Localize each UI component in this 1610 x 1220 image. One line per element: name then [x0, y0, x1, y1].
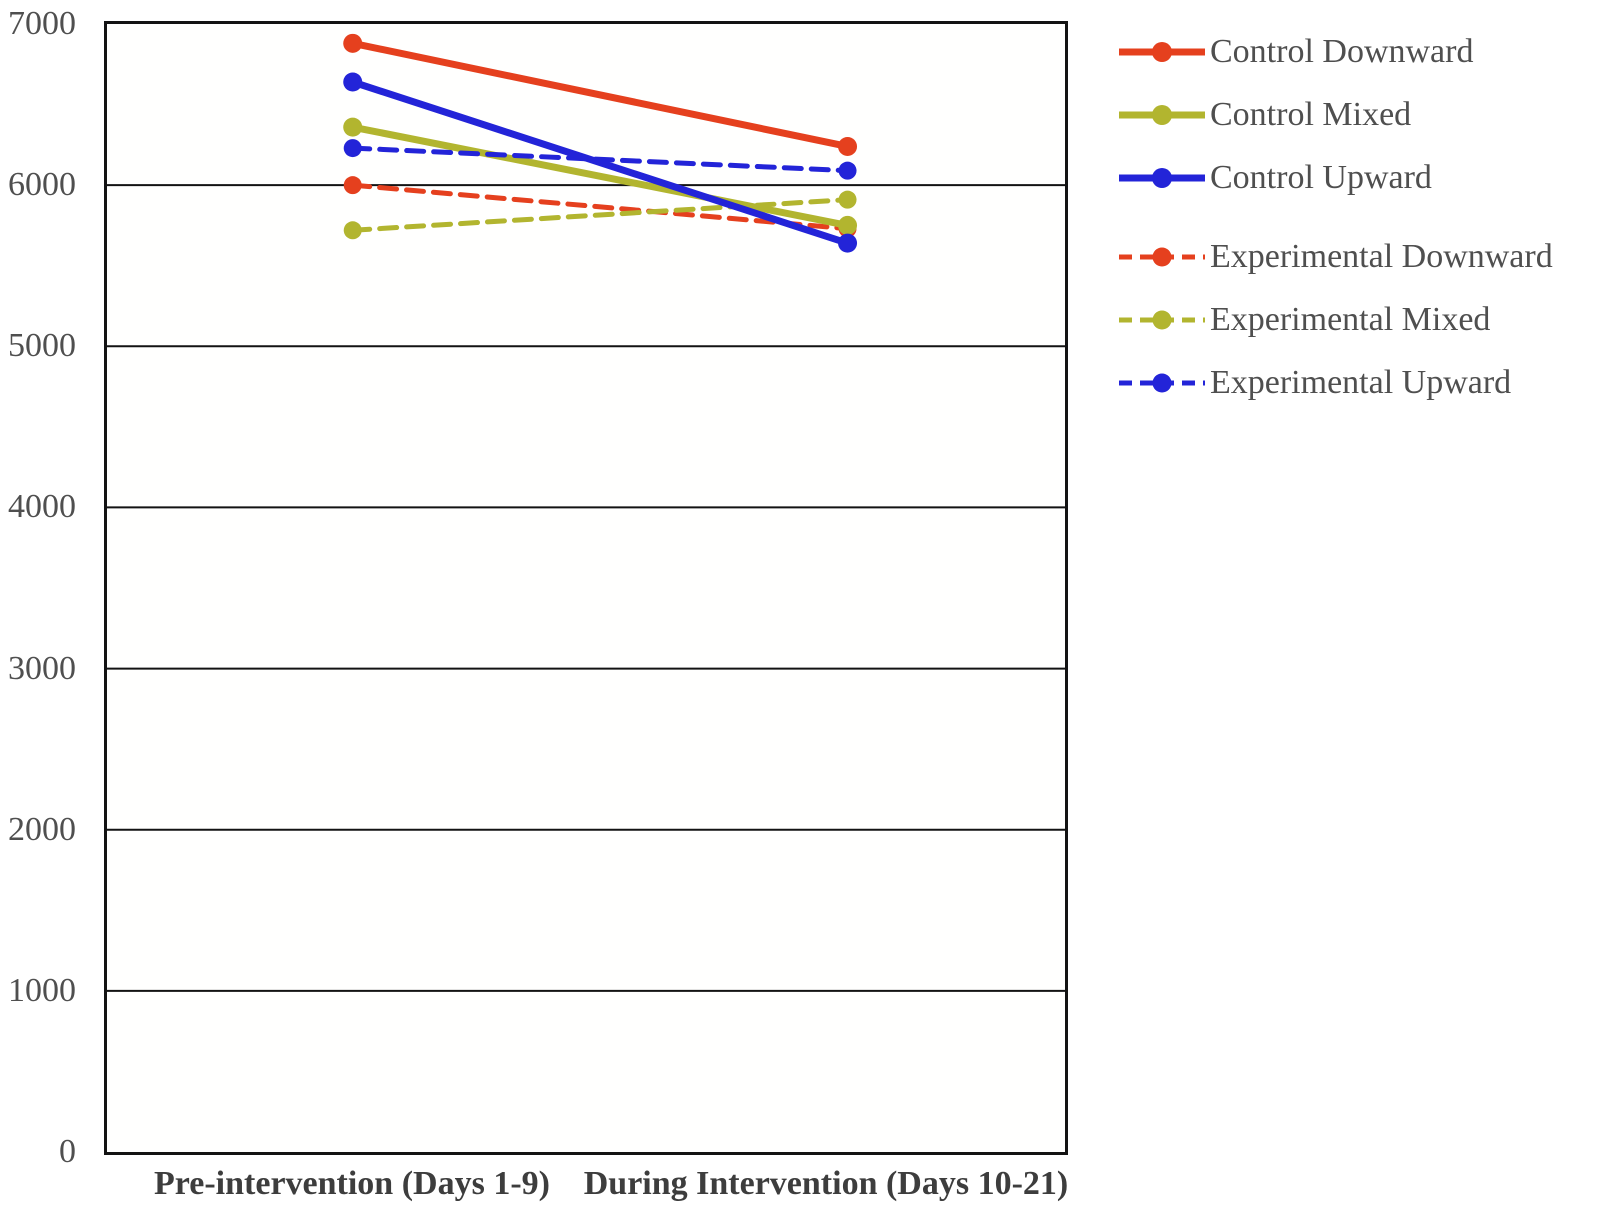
y-tick-label-0: 0 [59, 1133, 76, 1170]
y-tick-label-1000: 1000 [8, 971, 76, 1009]
data-point-control-downward [838, 136, 858, 156]
dashed-line-marker-icon [1119, 373, 1205, 392]
legend-label: Experimental Downward [1210, 237, 1553, 275]
y-tick-label-7000: 7000 [8, 5, 76, 42]
x-axis-label-during-intervention: During Intervention (Days 10-21) [583, 1165, 1069, 1202]
legend-label: Control Mixed [1210, 95, 1412, 133]
legend-item-experimental-downward: Experimental Downward [1117, 225, 1553, 288]
dashed-line-marker-icon [1119, 247, 1205, 266]
data-point-control-upward [838, 233, 858, 253]
data-point-experimental-mixed [343, 221, 362, 240]
series-line-control-mixed [349, 123, 852, 229]
legend-item-control-downward: Control Downward [1117, 20, 1553, 83]
y-axis: 0 1000 2000 3000 4000 5000 6000 7000 [0, 0, 76, 1220]
legend-label: Experimental Mixed [1210, 300, 1491, 338]
legend-label: Experimental Upward [1210, 363, 1512, 401]
legend-item-experimental-mixed: Experimental Mixed [1117, 288, 1553, 351]
data-point-control-mixed [838, 215, 858, 235]
legend: Control Downward Control Mixed Control Upw… [1117, 20, 1553, 414]
legend-item-control-mixed: Control Mixed [1117, 83, 1553, 146]
solid-line-marker-icon [1119, 41, 1205, 62]
series-line-control-downward [349, 39, 852, 150]
legend-item-control-upward: Control Upward [1117, 146, 1553, 209]
y-tick-label-5000: 5000 [8, 327, 76, 365]
dashed-line-marker-icon [1119, 310, 1205, 329]
data-point-experimental-upward [838, 161, 857, 180]
data-point-control-mixed [343, 117, 363, 137]
legend-label: Control Downward [1210, 32, 1474, 70]
plot-area [104, 21, 1068, 1155]
plot-canvas [107, 33, 1065, 992]
solid-line-marker-icon [1119, 104, 1205, 125]
series-line-experimental-downward [350, 182, 851, 232]
legend-item-experimental-upward: Experimental Upward [1117, 351, 1553, 414]
solid-line-marker-icon [1119, 167, 1205, 188]
data-point-control-downward [343, 33, 363, 53]
y-tick-label-3000: 3000 [8, 649, 76, 687]
data-point-experimental-mixed [838, 190, 857, 209]
series-line-control-upward [349, 78, 852, 247]
y-tick-label-2000: 2000 [8, 810, 76, 848]
series-line-experimental-mixed [350, 197, 851, 233]
data-point-experimental-upward [343, 139, 362, 158]
y-tick-label-4000: 4000 [8, 488, 76, 526]
x-axis-label-pre-intervention: Pre-intervention (Days 1-9) [154, 1165, 550, 1202]
data-point-experimental-downward [343, 176, 362, 195]
y-tick-label-6000: 6000 [8, 166, 76, 204]
data-point-control-upward [343, 72, 363, 92]
legend-label: Control Upward [1210, 158, 1432, 196]
